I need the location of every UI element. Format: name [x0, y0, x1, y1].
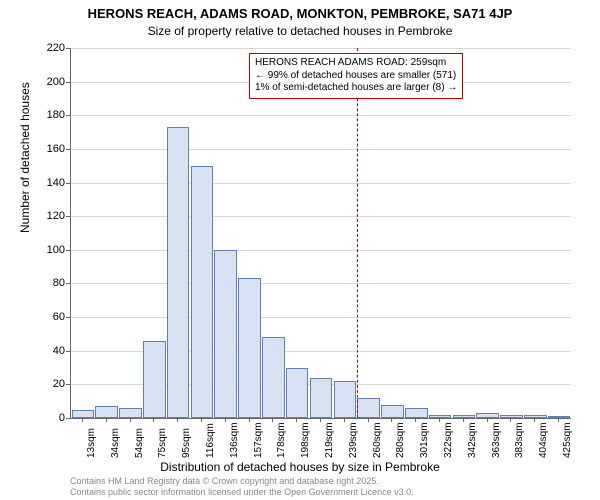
xtick-label: 34sqm: [110, 428, 121, 458]
xtick-mark: [487, 418, 488, 422]
xtick-label: 95sqm: [181, 428, 192, 458]
ytick-label: 20: [53, 378, 65, 390]
ytick-label: 160: [47, 143, 65, 155]
xtick-label: 239sqm: [348, 422, 359, 458]
histogram-bar: [119, 408, 142, 418]
xtick-label: 219sqm: [324, 422, 335, 458]
ytick-label: 0: [59, 412, 65, 424]
histogram-bar: [453, 415, 476, 418]
xtick-mark: [368, 418, 369, 422]
gridline: [71, 183, 571, 184]
gridline: [71, 149, 571, 150]
histogram-bar: [286, 368, 309, 418]
gridline: [71, 283, 571, 284]
xtick-label: 404sqm: [538, 422, 549, 458]
gridline: [71, 115, 571, 116]
xtick-mark: [82, 418, 83, 422]
xtick-mark: [439, 418, 440, 422]
histogram-bar: [95, 406, 118, 418]
xtick-mark: [463, 418, 464, 422]
xtick-mark: [225, 418, 226, 422]
xtick-label: 157sqm: [253, 422, 264, 458]
ytick-label: 100: [47, 244, 65, 256]
xtick-mark: [130, 418, 131, 422]
ytick-label: 40: [53, 345, 65, 357]
xtick-label: 260sqm: [372, 422, 383, 458]
ytick-label: 180: [47, 109, 65, 121]
xtick-label: 136sqm: [229, 422, 240, 458]
xtick-mark: [344, 418, 345, 422]
y-axis-label: Number of detached houses: [18, 82, 32, 233]
xtick-label: 178sqm: [276, 422, 287, 458]
footer-attribution: Contains HM Land Registry data © Crown c…: [70, 476, 414, 498]
reference-dashed-line: [357, 48, 358, 418]
ytick-label: 220: [47, 42, 65, 54]
ytick-label: 80: [53, 277, 65, 289]
xtick-label: 342sqm: [467, 422, 478, 458]
annotation-line-1: HERONS REACH ADAMS ROAD: 259sqm: [255, 57, 457, 70]
xtick-mark: [510, 418, 511, 422]
annotation-line-2: ← 99% of detached houses are smaller (57…: [255, 70, 457, 83]
xtick-mark: [153, 418, 154, 422]
xtick-label: 198sqm: [300, 422, 311, 458]
xtick-label: 116sqm: [205, 423, 216, 458]
gridline: [71, 216, 571, 217]
histogram-bar: [167, 127, 190, 418]
ytick-label: 200: [47, 76, 65, 88]
xtick-mark: [177, 418, 178, 422]
xtick-label: 383sqm: [514, 422, 525, 458]
xtick-mark: [106, 418, 107, 422]
gridline: [71, 48, 571, 49]
xtick-label: 425sqm: [562, 422, 573, 458]
chart-title: HERONS REACH, ADAMS ROAD, MONKTON, PEMBR…: [0, 6, 600, 21]
histogram-bar: [72, 410, 95, 418]
xtick-label: 363sqm: [491, 422, 502, 458]
histogram-bar: [405, 408, 428, 418]
ytick-label: 140: [47, 177, 65, 189]
property-size-histogram: HERONS REACH, ADAMS ROAD, MONKTON, PEMBR…: [0, 0, 600, 500]
xtick-label: 280sqm: [395, 422, 406, 458]
gridline: [71, 250, 571, 251]
xtick-mark: [391, 418, 392, 422]
xtick-label: 54sqm: [134, 428, 145, 458]
xtick-label: 75sqm: [157, 428, 168, 458]
gridline: [71, 317, 571, 318]
xtick-mark: [558, 418, 559, 422]
histogram-bar: [310, 378, 333, 418]
xtick-mark: [201, 418, 202, 422]
histogram-bar: [334, 381, 357, 418]
xtick-mark: [534, 418, 535, 422]
x-axis-label: Distribution of detached houses by size …: [0, 460, 600, 474]
gridline: [71, 418, 571, 419]
ytick-label: 120: [47, 210, 65, 222]
chart-subtitle: Size of property relative to detached ho…: [0, 24, 600, 38]
xtick-label: 13sqm: [86, 428, 97, 458]
histogram-bar: [143, 341, 166, 418]
xtick-mark: [320, 418, 321, 422]
xtick-mark: [272, 418, 273, 422]
xtick-mark: [415, 418, 416, 422]
ytick-label: 60: [53, 311, 65, 323]
annotation-line-3: 1% of semi-detached houses are larger (8…: [255, 82, 457, 95]
annotation-box: HERONS REACH ADAMS ROAD: 259sqm ← 99% of…: [249, 53, 463, 99]
xtick-label: 301sqm: [419, 422, 430, 458]
xtick-label: 322sqm: [443, 422, 454, 458]
histogram-bar: [238, 278, 261, 418]
footer-line-2: Contains public sector information licen…: [70, 487, 414, 498]
histogram-bar: [262, 337, 285, 418]
histogram-bar: [357, 398, 380, 418]
xtick-mark: [296, 418, 297, 422]
histogram-bar: [381, 405, 404, 418]
xtick-mark: [249, 418, 250, 422]
histogram-bar: [191, 166, 214, 418]
plot-area: HERONS REACH ADAMS ROAD: 259sqm ← 99% of…: [70, 48, 571, 419]
histogram-bar: [214, 250, 237, 418]
footer-line-1: Contains HM Land Registry data © Crown c…: [70, 476, 414, 487]
